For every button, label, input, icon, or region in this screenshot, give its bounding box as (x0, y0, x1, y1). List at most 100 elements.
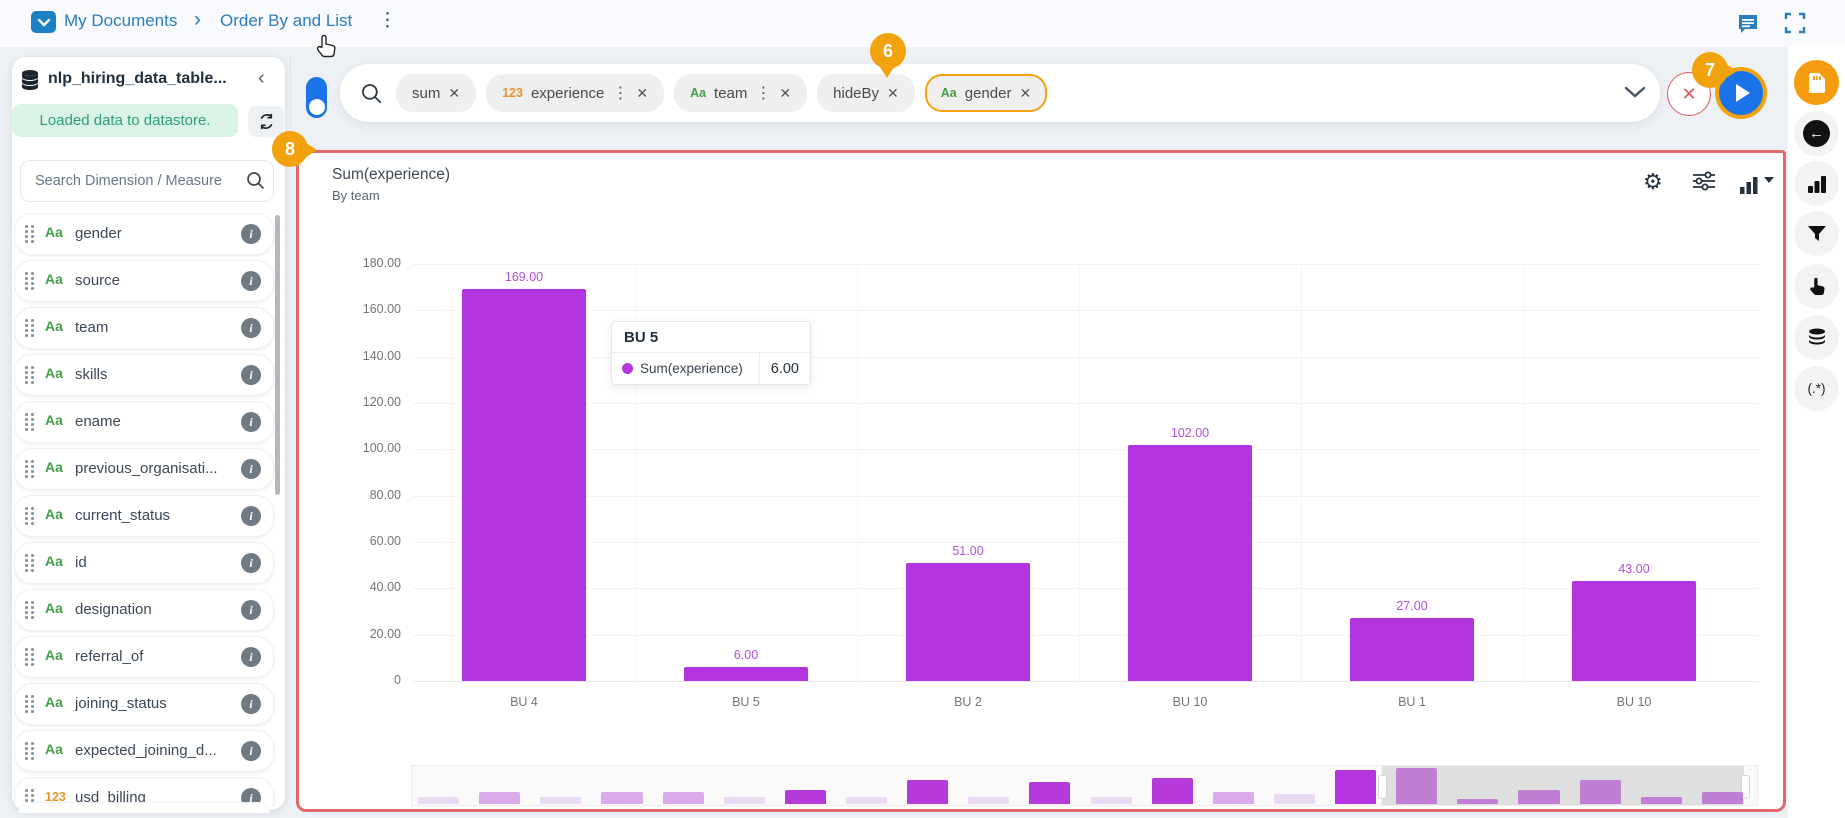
field-row[interactable]: Aa source i (14, 260, 274, 302)
search-icon[interactable] (245, 170, 266, 196)
field-row[interactable]: Aa current_status i (14, 495, 274, 537)
x-axis-category-label: BU 4 (510, 695, 538, 709)
tooltip-header: BU 5 (612, 322, 810, 353)
query-chip[interactable]: hideBy ✕ (817, 74, 915, 112)
comment-icon[interactable] (1736, 12, 1760, 36)
fullscreen-icon[interactable] (1784, 12, 1808, 36)
drag-handle-icon[interactable] (25, 507, 34, 525)
folder-icon[interactable] (31, 11, 56, 33)
sidebar-scrollbar[interactable] (275, 215, 280, 495)
refresh-button[interactable] (248, 106, 284, 137)
field-row[interactable]: Aa previous_organisati... i (14, 448, 274, 490)
info-icon[interactable]: i (241, 224, 261, 244)
chart-settings-gear-icon[interactable]: ⚙ (1643, 169, 1663, 194)
datazoom-selection[interactable] (1382, 766, 1744, 805)
drag-handle-icon[interactable] (25, 648, 34, 666)
step-badge-7: 7 (1692, 52, 1737, 88)
query-chip[interactable]: Aa gender ✕ (924, 74, 1048, 112)
regex-icon[interactable]: (.*) (1794, 366, 1839, 411)
field-row[interactable]: Aa designation i (14, 589, 274, 631)
y-axis-tick-label: 20.00 (369, 626, 401, 641)
drag-handle-icon[interactable] (25, 319, 34, 337)
gridline (413, 356, 1759, 358)
field-row[interactable]: Aa ename i (14, 401, 274, 443)
chip-close-icon[interactable]: ✕ (1019, 84, 1032, 101)
field-label: joining_status (75, 695, 167, 712)
info-icon[interactable]: i (241, 459, 261, 479)
info-icon[interactable]: i (241, 318, 261, 338)
drag-handle-icon[interactable] (25, 601, 34, 619)
field-search (20, 160, 274, 202)
chart-type-dropdown[interactable] (1739, 169, 1783, 195)
datazoom-right-handle[interactable] (1741, 775, 1750, 799)
info-icon[interactable]: i (241, 600, 261, 620)
query-chip[interactable]: 123 experience ⋮ ✕ (486, 74, 665, 112)
field-search-input[interactable] (33, 161, 237, 201)
field-row[interactable]: Aa expected_joining_d... i (14, 730, 274, 772)
field-row[interactable]: Aa joining_status i (14, 683, 274, 725)
bar-bu-10[interactable] (1572, 581, 1696, 681)
step-badge-8: 8 (272, 131, 317, 167)
drag-handle-icon[interactable] (25, 695, 34, 713)
bar-value-label: 102.00 (1170, 425, 1210, 440)
bar-bu-10[interactable] (1128, 444, 1252, 681)
bar-bu-1[interactable] (1350, 618, 1474, 681)
filter-icon[interactable] (1794, 211, 1839, 256)
field-row[interactable]: Aa gender i (14, 213, 274, 255)
field-row[interactable]: Aa skills i (14, 354, 274, 396)
info-icon[interactable]: i (241, 741, 261, 761)
bar-bu-4[interactable] (462, 289, 586, 681)
document-menu-icon[interactable]: ⋮ (378, 10, 397, 31)
info-icon[interactable]: i (241, 553, 261, 573)
pointer-icon[interactable] (1794, 264, 1839, 309)
drag-handle-icon[interactable] (25, 366, 34, 384)
info-icon[interactable]: i (241, 412, 261, 432)
info-icon[interactable]: i (241, 647, 261, 667)
query-bar[interactable]: sum ✕ 123 experience ⋮ ✕ Aa team ⋮ ✕ hid… (340, 64, 1660, 122)
field-row[interactable]: Aa referral_of i (14, 636, 274, 678)
drag-handle-icon[interactable] (25, 460, 34, 478)
cancel-query-button[interactable]: ✕ (1667, 72, 1711, 116)
back-icon[interactable]: ← (1794, 111, 1839, 156)
bar-bu-2[interactable] (906, 562, 1030, 681)
bar-chart-icon[interactable] (1794, 161, 1839, 206)
nlp-mode-toggle[interactable] (306, 77, 327, 118)
field-row[interactable]: Aa team i (14, 307, 274, 349)
info-icon[interactable]: i (241, 694, 261, 714)
chip-close-icon[interactable]: ✕ (887, 84, 899, 101)
chip-close-icon[interactable]: ✕ (779, 84, 792, 101)
query-chip[interactable]: sum ✕ (396, 74, 477, 112)
drag-handle-icon[interactable] (25, 225, 34, 243)
chart-filter-sliders-icon[interactable] (1691, 169, 1719, 195)
gridline (413, 403, 1759, 404)
breadcrumb-my-documents[interactable]: My Documents (64, 11, 178, 30)
drag-handle-icon[interactable] (25, 272, 34, 290)
collapse-panel-icon[interactable]: ‹ (258, 67, 265, 89)
chip-close-icon[interactable]: ✕ (448, 84, 461, 101)
chip-menu-icon[interactable]: ⋮ (755, 85, 772, 102)
datazoom-brush[interactable] (411, 765, 1758, 806)
chip-menu-icon[interactable]: ⋮ (612, 85, 629, 102)
info-icon[interactable]: i (241, 271, 261, 291)
field-row[interactable]: Aa id i (14, 542, 274, 584)
drag-handle-icon[interactable] (25, 413, 34, 431)
query-chip[interactable]: Aa team ⋮ ✕ (674, 74, 808, 112)
chip-close-icon[interactable]: ✕ (636, 84, 649, 101)
x-axis-category-label: BU 5 (732, 695, 760, 709)
drag-handle-icon[interactable] (25, 554, 34, 572)
mini-bar (418, 796, 460, 804)
info-icon[interactable]: i (241, 506, 261, 526)
drag-handle-icon[interactable] (25, 742, 34, 760)
bar-bu-5[interactable] (684, 667, 808, 681)
x-axis-category-label: BU 1 (1398, 695, 1426, 709)
y-axis-tick-label: 100.00 (362, 441, 401, 456)
breadcrumb-current[interactable]: Order By and List (220, 11, 353, 30)
gridline (413, 495, 1759, 497)
database-icon (19, 69, 41, 96)
sim-card-icon[interactable] (1794, 60, 1839, 105)
query-expand-chevron-down-icon[interactable] (1622, 83, 1648, 103)
datazoom-left-handle[interactable] (1378, 775, 1387, 799)
info-icon[interactable]: i (241, 365, 261, 385)
database-icon[interactable] (1794, 315, 1839, 360)
field-label: expected_joining_d... (75, 742, 217, 759)
